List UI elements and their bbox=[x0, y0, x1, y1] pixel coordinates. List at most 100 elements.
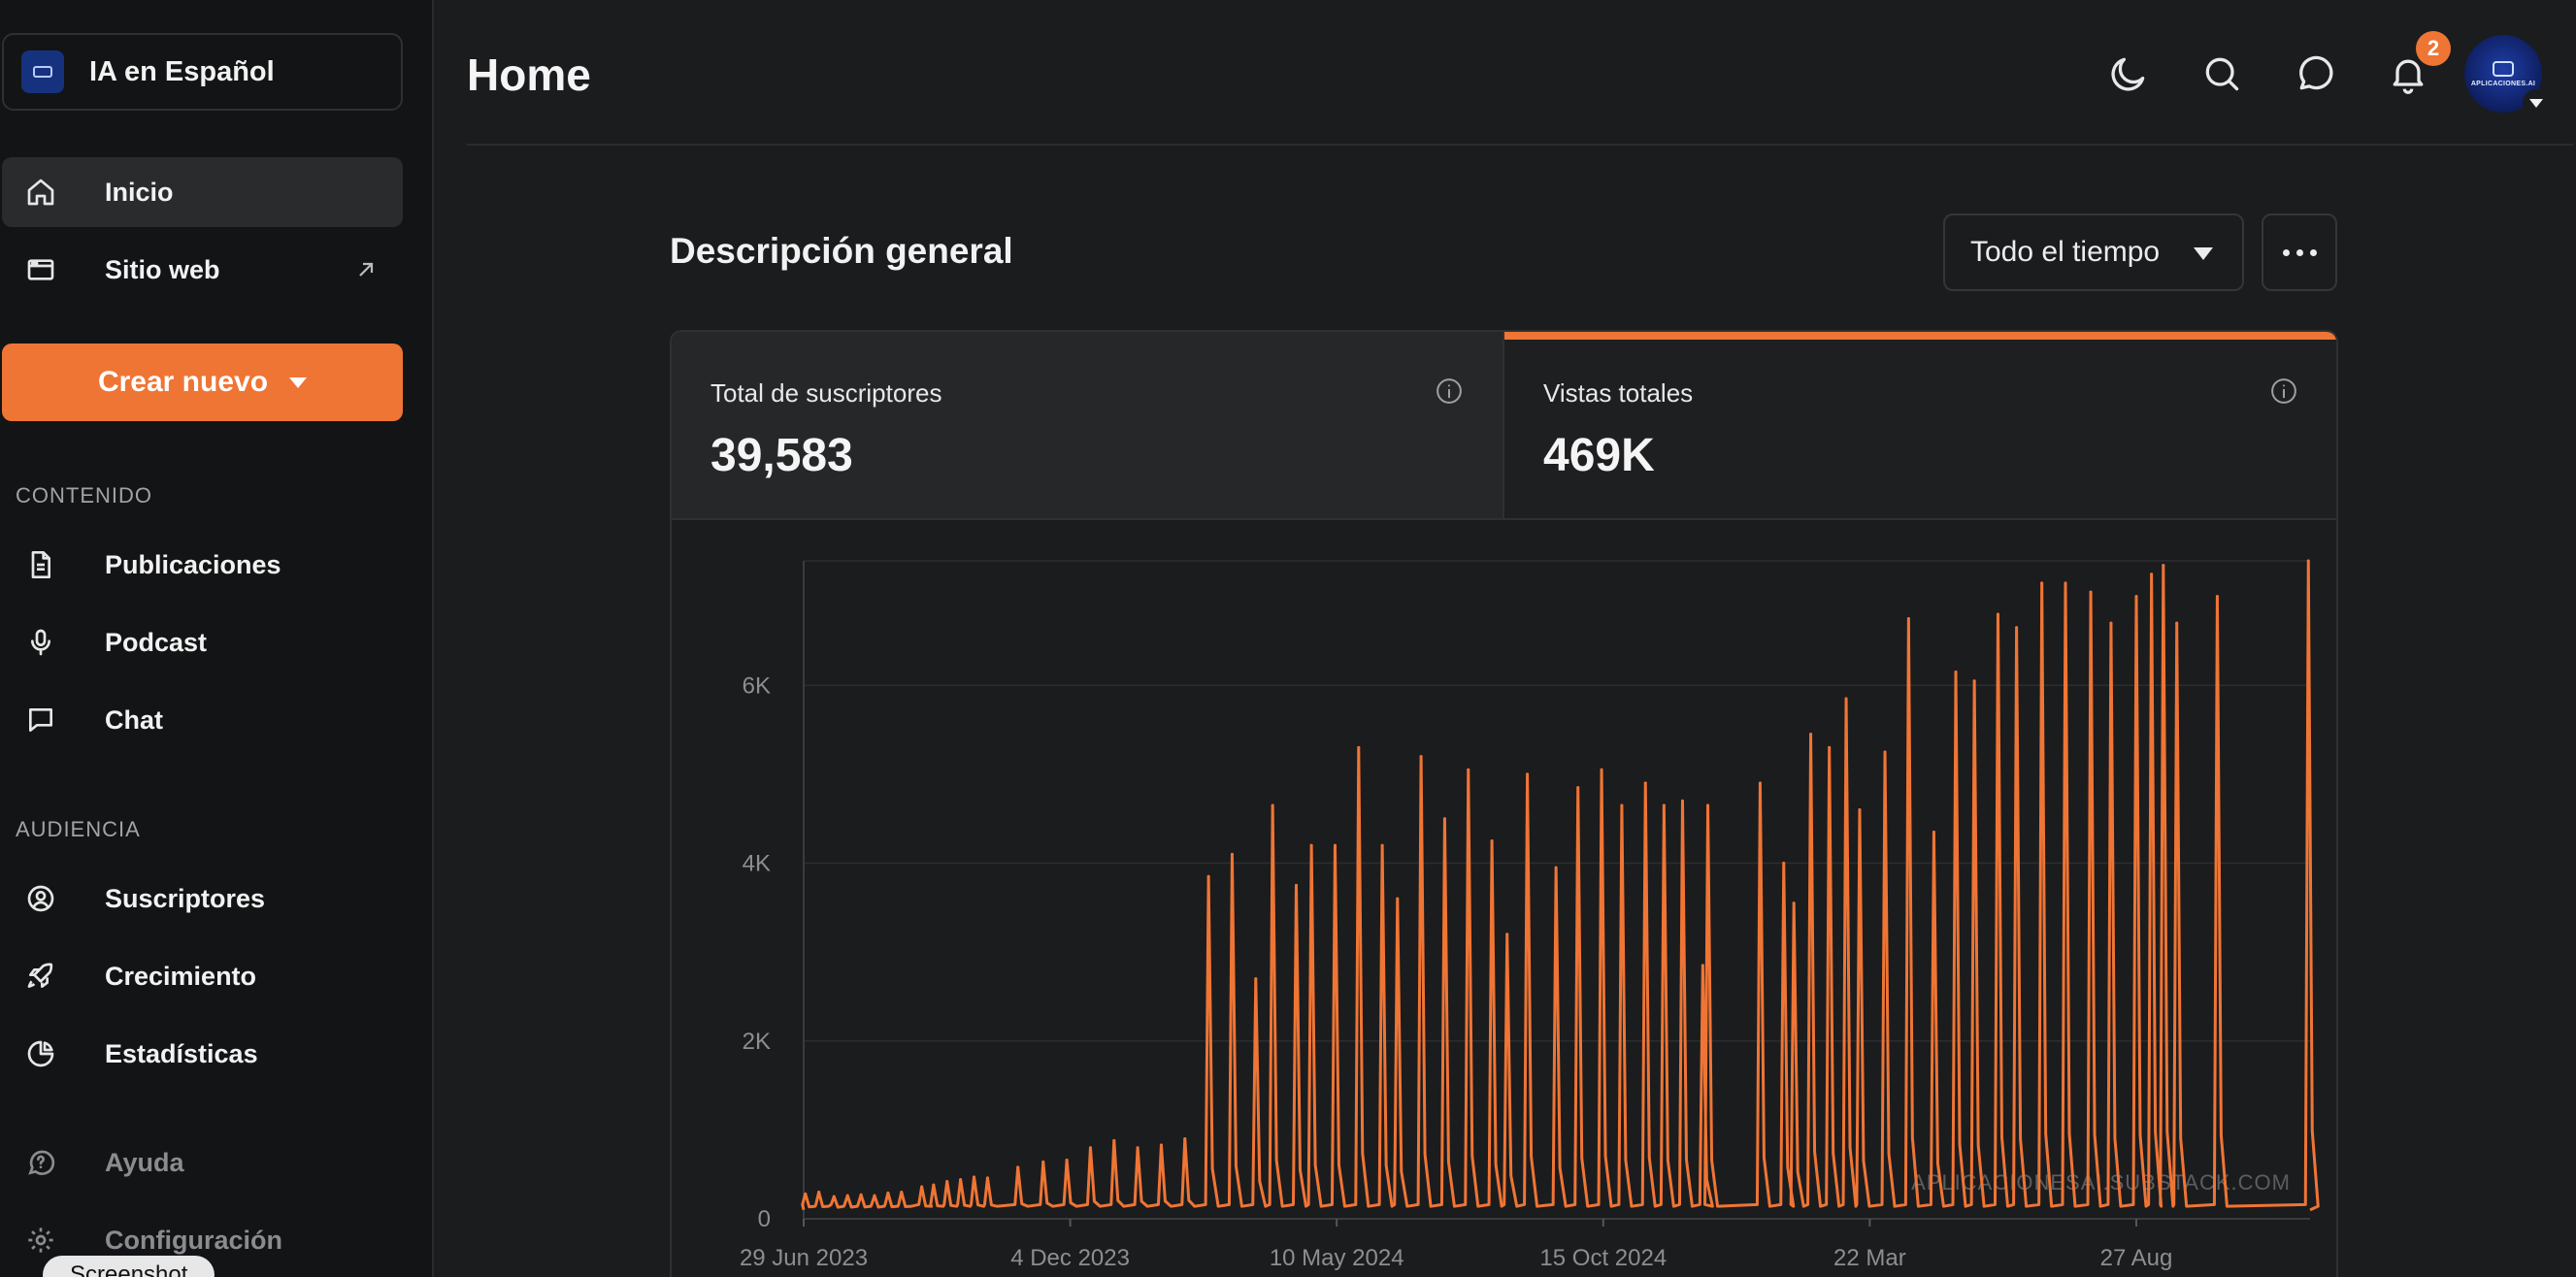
info-icon[interactable] bbox=[1435, 377, 1464, 406]
avatar-text: APLICACIONES.AI bbox=[2470, 80, 2536, 87]
sidebar-item-label: Podcast bbox=[105, 627, 208, 657]
sidebar-item-configuracion[interactable]: Configuración bbox=[2, 1205, 403, 1275]
chevron-down-icon bbox=[289, 377, 308, 388]
chat-bubble-icon bbox=[23, 703, 58, 737]
document-icon bbox=[23, 547, 58, 582]
data-point bbox=[845, 1194, 849, 1197]
sidebar-item-estadisticas[interactable]: Estadísticas bbox=[2, 1019, 403, 1089]
x-tick-label: 15 Oct 2024 bbox=[1539, 1245, 1667, 1271]
sidebar-item-crecimiento[interactable]: Crecimiento bbox=[2, 941, 403, 1011]
create-new-label: Crear nuevo bbox=[97, 366, 269, 398]
sidebar-item-label: Estadísticas bbox=[105, 1038, 258, 1068]
search-button[interactable] bbox=[2200, 52, 2243, 95]
data-point bbox=[804, 1192, 808, 1195]
settings-icon bbox=[23, 1223, 58, 1258]
data-point bbox=[1576, 786, 1580, 790]
data-point bbox=[2015, 626, 2019, 630]
data-point bbox=[817, 1191, 821, 1195]
y-tick-label: 6K bbox=[743, 672, 771, 699]
line-chart: 0 2K 4K 6K 29 Jun 2023 4 Dec 2023 10 May 2024 1… bbox=[740, 559, 2320, 1271]
data-point bbox=[1357, 745, 1361, 749]
data-point bbox=[2175, 621, 2179, 625]
external-link-icon bbox=[354, 258, 378, 281]
data-point bbox=[1620, 803, 1624, 807]
data-point bbox=[1294, 883, 1298, 887]
data-point bbox=[1088, 1146, 1092, 1150]
screenshot-tooltip: Screenshot bbox=[43, 1256, 215, 1277]
y-tick-label: 2K bbox=[743, 1029, 771, 1055]
data-point bbox=[1309, 843, 1313, 847]
publication-switcher[interactable]: IA en Español bbox=[2, 33, 403, 111]
notifications-button[interactable] bbox=[2387, 52, 2429, 95]
data-point bbox=[1954, 671, 1958, 674]
sidebar-item-suscriptores[interactable]: Suscriptores bbox=[2, 864, 403, 933]
header-divider bbox=[467, 144, 2573, 146]
y-tick-label: 0 bbox=[758, 1206, 771, 1232]
data-point bbox=[1016, 1165, 1020, 1169]
data-point bbox=[920, 1185, 924, 1189]
dark-mode-toggle[interactable] bbox=[2107, 52, 2150, 95]
data-point bbox=[2150, 573, 2154, 576]
notification-badge: 2 bbox=[2416, 31, 2451, 66]
sidebar-item-sitio-web[interactable]: Sitio web bbox=[2, 235, 403, 305]
sidebar-item-label: Configuración bbox=[105, 1225, 282, 1255]
messages-button[interactable] bbox=[2294, 52, 2336, 95]
data-point bbox=[1206, 874, 1210, 878]
chevron-down-icon[interactable] bbox=[2523, 89, 2550, 116]
active-tab-indicator bbox=[1504, 332, 2336, 340]
x-tick-label: 10 May 2024 bbox=[1270, 1245, 1404, 1271]
data-point bbox=[1380, 843, 1384, 847]
sidebar-item-label: Sitio web bbox=[105, 254, 220, 284]
y-tick-label: 4K bbox=[743, 851, 771, 877]
stat-label: Vistas totales bbox=[1543, 378, 1694, 408]
data-point bbox=[1844, 697, 1848, 701]
sidebar-item-podcast[interactable]: Podcast bbox=[2, 607, 403, 677]
data-point bbox=[1782, 862, 1786, 866]
sidebar-item-label: Publicaciones bbox=[105, 549, 281, 579]
sidebar-item-ayuda[interactable]: Ayuda bbox=[2, 1128, 403, 1197]
stat-tab-subscribers[interactable]: Total de suscriptores 39,583 bbox=[672, 332, 1504, 520]
data-point bbox=[1792, 901, 1796, 905]
data-point bbox=[959, 1178, 963, 1182]
data-point bbox=[973, 1175, 976, 1179]
pie-chart-icon bbox=[23, 1036, 58, 1071]
sidebar: IA en Español Inicio Sitio web Crear nue… bbox=[0, 0, 434, 1277]
data-point bbox=[1526, 772, 1530, 776]
chart-watermark: APLICACIONESAI.SUBSTACK.COM bbox=[1911, 1170, 2291, 1195]
data-point bbox=[1041, 1160, 1045, 1163]
data-point bbox=[932, 1183, 936, 1187]
data-point bbox=[2089, 590, 2093, 594]
sidebar-item-inicio[interactable]: Inicio bbox=[2, 157, 403, 227]
info-icon[interactable] bbox=[2269, 377, 2298, 406]
data-point bbox=[1972, 679, 1976, 683]
data-point bbox=[1136, 1146, 1139, 1150]
user-circle-icon bbox=[23, 881, 58, 916]
data-point bbox=[1600, 768, 1603, 771]
data-point bbox=[1996, 612, 1999, 616]
time-range-select[interactable]: Todo el tiempo bbox=[1943, 213, 2244, 291]
section-heading-audience: AUDIENCIA bbox=[16, 817, 141, 841]
data-point bbox=[2306, 559, 2310, 563]
stat-label: Total de suscriptores bbox=[710, 378, 942, 408]
stat-tab-views[interactable]: Vistas totales 469K bbox=[1504, 332, 2336, 520]
overview-card: Total de suscriptores 39,583 Vistas tota… bbox=[670, 330, 2338, 1277]
more-options-button[interactable] bbox=[2262, 213, 2337, 291]
data-point bbox=[1932, 830, 1935, 834]
data-point bbox=[2064, 581, 2067, 585]
sidebar-item-label: Inicio bbox=[105, 177, 174, 207]
chevron-down-icon bbox=[2194, 247, 2213, 260]
data-point bbox=[2134, 595, 2138, 599]
sidebar-item-publicaciones[interactable]: Publicaciones bbox=[2, 530, 403, 600]
data-point bbox=[1183, 1137, 1187, 1141]
sidebar-item-chat[interactable]: Chat bbox=[2, 685, 403, 755]
robot-icon bbox=[2493, 60, 2514, 77]
create-new-button[interactable]: Crear nuevo bbox=[2, 344, 403, 421]
more-horizontal-icon bbox=[2282, 248, 2317, 256]
sidebar-item-label: Suscriptores bbox=[105, 883, 266, 913]
help-icon bbox=[23, 1145, 58, 1180]
data-point bbox=[1333, 843, 1337, 847]
publication-logo-icon bbox=[21, 50, 64, 93]
page-title: Home bbox=[467, 49, 591, 100]
stat-value: 469K bbox=[1543, 430, 1655, 481]
